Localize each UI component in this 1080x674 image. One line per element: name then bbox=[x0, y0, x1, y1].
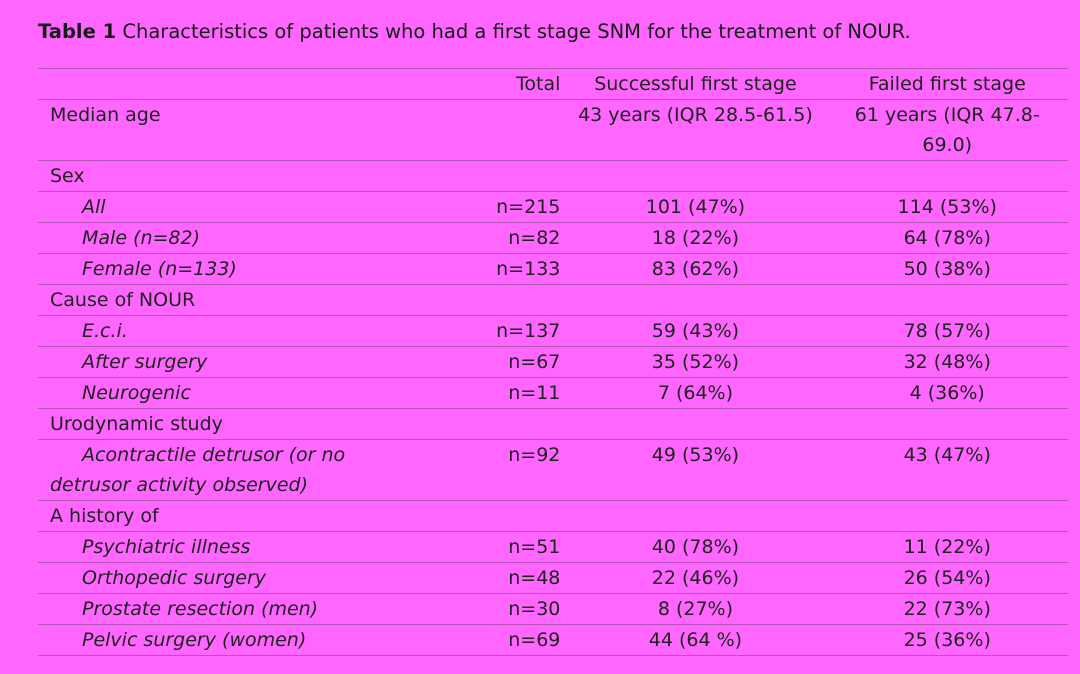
row-failed bbox=[826, 284, 1068, 316]
row-label: A history of bbox=[38, 500, 405, 532]
row-failed bbox=[826, 160, 1068, 192]
row-label: Psychiatric illness bbox=[38, 531, 405, 563]
table-row: After surgery n=67 35 (52%) 32 (48%) bbox=[38, 346, 1068, 378]
header-row: Total Successful first stage Failed firs… bbox=[38, 68, 1068, 100]
row-total bbox=[404, 408, 565, 440]
row-total: n=48 bbox=[404, 562, 565, 594]
row-label: Neurogenic bbox=[38, 377, 405, 409]
row-success: 49 (53%) bbox=[564, 439, 827, 501]
row-failed: 64 (78%) bbox=[826, 222, 1068, 254]
table-row: Acontractile detrusor (or no detrusor ac… bbox=[38, 439, 1068, 501]
row-failed: 78 (57%) bbox=[826, 315, 1068, 347]
row-total: n=67 bbox=[404, 346, 565, 378]
table-row: Orthopedic surgery n=48 22 (46%) 26 (54%) bbox=[38, 562, 1068, 594]
row-success: 59 (43%) bbox=[564, 315, 827, 347]
table-row: Female (n=133) n=133 83 (62%) 50 (38%) bbox=[38, 253, 1068, 285]
row-total bbox=[404, 284, 565, 316]
row-label: Male (n=82) bbox=[38, 222, 405, 254]
row-failed: 4 (36%) bbox=[826, 377, 1068, 409]
row-success: 35 (52%) bbox=[564, 346, 827, 378]
row-label: Median age bbox=[38, 99, 405, 161]
table-row: All n=215 101 (47%) 114 (53%) bbox=[38, 191, 1068, 223]
row-total: n=92 bbox=[404, 439, 565, 501]
row-total: n=69 bbox=[404, 624, 565, 656]
row-label: Acontractile detrusor (or no detrusor ac… bbox=[38, 439, 405, 501]
row-total: n=51 bbox=[404, 531, 565, 563]
row-success: 8 (27%) bbox=[564, 593, 827, 625]
row-label: Sex bbox=[38, 160, 405, 192]
row-success: 43 years (IQR 28.5-61.5) bbox=[564, 99, 827, 161]
table-row: Urodynamic study bbox=[38, 408, 1068, 440]
table-row: Male (n=82) n=82 18 (22%) 64 (78%) bbox=[38, 222, 1068, 254]
row-total bbox=[404, 160, 565, 192]
row-failed: 22 (73%) bbox=[826, 593, 1068, 625]
row-failed: 114 (53%) bbox=[826, 191, 1068, 223]
row-label: Orthopedic surgery bbox=[38, 562, 405, 594]
header-cell-failed: Failed first stage bbox=[826, 68, 1068, 100]
row-total: n=30 bbox=[404, 593, 565, 625]
table-number: Table 1 bbox=[38, 20, 117, 43]
row-success bbox=[564, 408, 827, 440]
row-total bbox=[404, 99, 565, 161]
header-cell-success: Successful first stage bbox=[564, 68, 827, 100]
row-success bbox=[564, 284, 827, 316]
table-row: Psychiatric illness n=51 40 (78%) 11 (22%) bbox=[38, 531, 1068, 563]
characteristics-table: Total Successful first stage Failed firs… bbox=[38, 68, 1068, 656]
row-label: Pelvic surgery (women) bbox=[38, 624, 405, 656]
row-success: 83 (62%) bbox=[564, 253, 827, 285]
row-label: After surgery bbox=[38, 346, 405, 378]
row-failed: 25 (36%) bbox=[826, 624, 1068, 656]
table-caption: Table 1 Characteristics of patients who … bbox=[38, 20, 911, 43]
header-cell-label bbox=[38, 68, 405, 100]
row-failed: 50 (38%) bbox=[826, 253, 1068, 285]
row-total: n=133 bbox=[404, 253, 565, 285]
row-success bbox=[564, 500, 827, 532]
row-success: 44 (64 %) bbox=[564, 624, 827, 656]
row-failed bbox=[826, 408, 1068, 440]
row-success: 7 (64%) bbox=[564, 377, 827, 409]
table-row: Median age 43 years (IQR 28.5-61.5) 61 yea… bbox=[38, 99, 1068, 161]
table-row: A history of bbox=[38, 500, 1068, 532]
header-cell-total: Total bbox=[404, 68, 565, 100]
row-success: 22 (46%) bbox=[564, 562, 827, 594]
row-label: E.c.i. bbox=[38, 315, 405, 347]
table-row: Neurogenic n=11 7 (64%) 4 (36%) bbox=[38, 377, 1068, 409]
row-label: All bbox=[38, 191, 405, 223]
row-failed: 32 (48%) bbox=[826, 346, 1068, 378]
row-failed: 43 (47%) bbox=[826, 439, 1068, 501]
row-success: 18 (22%) bbox=[564, 222, 827, 254]
row-failed: 11 (22%) bbox=[826, 531, 1068, 563]
table-row: Pelvic surgery (women) n=69 44 (64 %) 25 (3… bbox=[38, 624, 1068, 656]
row-total: n=137 bbox=[404, 315, 565, 347]
caption-text: Characteristics of patients who had a fi… bbox=[122, 20, 911, 43]
row-total bbox=[404, 500, 565, 532]
table-row: Cause of NOUR bbox=[38, 284, 1068, 316]
row-label: Prostate resection (men) bbox=[38, 593, 405, 625]
row-label: Urodynamic study bbox=[38, 408, 405, 440]
row-failed: 61 years (IQR 47.8-69.0) bbox=[826, 99, 1068, 161]
row-success: 101 (47%) bbox=[564, 191, 827, 223]
row-failed: 26 (54%) bbox=[826, 562, 1068, 594]
table-row: Sex bbox=[38, 160, 1068, 192]
row-total: n=215 bbox=[404, 191, 565, 223]
row-success: 40 (78%) bbox=[564, 531, 827, 563]
table-row: E.c.i. n=137 59 (43%) 78 (57%) bbox=[38, 315, 1068, 347]
row-total: n=82 bbox=[404, 222, 565, 254]
row-label: Cause of NOUR bbox=[38, 284, 405, 316]
row-failed bbox=[826, 500, 1068, 532]
row-success bbox=[564, 160, 827, 192]
table-row: Prostate resection (men) n=30 8 (27%) 22 (7… bbox=[38, 593, 1068, 625]
row-total: n=11 bbox=[404, 377, 565, 409]
row-label: Female (n=133) bbox=[38, 253, 405, 285]
